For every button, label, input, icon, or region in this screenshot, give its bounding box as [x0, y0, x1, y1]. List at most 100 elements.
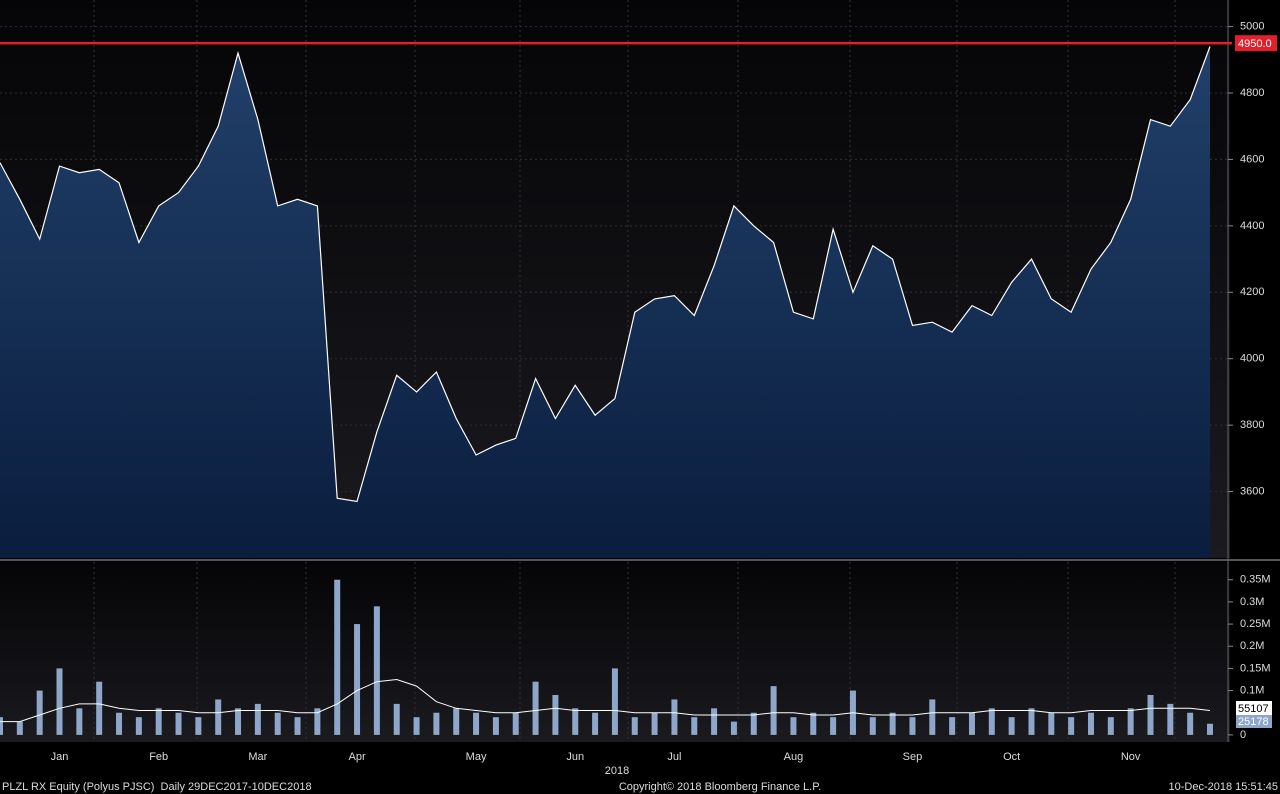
volume-bar: [711, 708, 718, 735]
x-tick-label: Nov: [1121, 751, 1141, 763]
volume-bar: [909, 717, 916, 735]
volume-bar: [1068, 717, 1075, 735]
volume-bar: [56, 668, 63, 735]
volume-bar: [770, 686, 777, 735]
volume-bar: [334, 579, 341, 735]
volume-bar: [76, 708, 83, 735]
volume-bar: [869, 717, 876, 735]
volume-bar: [413, 717, 420, 735]
x-tick-label: Aug: [784, 751, 804, 763]
last-value-label: 25178: [1238, 716, 1269, 728]
volume-bar: [215, 699, 222, 735]
volume-bar: [671, 699, 678, 735]
volume-bar: [1167, 703, 1174, 735]
volume-bar: [651, 712, 658, 735]
volume-bar: [314, 708, 321, 735]
y-tick-label: 0.25M: [1240, 618, 1271, 630]
price-area: [0, 46, 1210, 558]
last-value-label: 55107: [1238, 703, 1269, 715]
volume-bar: [691, 717, 698, 735]
footer-right: 10-Dec-2018 15:51:45: [1169, 781, 1278, 793]
x-tick-label: Mar: [248, 751, 267, 763]
volume-bar: [552, 695, 559, 735]
volume-bar: [988, 708, 995, 735]
y-tick-label: 0.1M: [1240, 684, 1264, 696]
volume-bar: [1187, 712, 1194, 735]
volume-bar: [116, 712, 123, 735]
volume-bar: [373, 606, 380, 735]
footer-center: Copyright© 2018 Bloomberg Finance L.P.: [619, 781, 821, 793]
y-tick-label: 0.2M: [1240, 640, 1264, 652]
volume-bar: [1147, 695, 1154, 735]
y-tick-label: 4800: [1240, 87, 1264, 99]
x-tick-label: Jan: [51, 751, 69, 763]
x-tick-label: Apr: [348, 751, 365, 763]
volume-bar: [1087, 712, 1094, 735]
price-line: [0, 46, 1211, 503]
volume-bar: [631, 717, 638, 735]
volume-bar: [235, 708, 242, 735]
x-tick-label: Jun: [566, 751, 584, 763]
volume-bar: [354, 624, 361, 735]
volume-bar: [1048, 712, 1055, 735]
x-axis-label: 2018: [605, 765, 629, 777]
y-tick-label: 0.35M: [1240, 574, 1271, 586]
volume-bar: [294, 717, 301, 735]
volume-bar: [532, 681, 539, 735]
x-tick-label: Oct: [1003, 751, 1020, 763]
volume-bar: [949, 717, 956, 735]
reference-label-box: [1235, 35, 1277, 52]
volume-bar: [16, 721, 23, 735]
volume-bar: [790, 717, 797, 735]
x-tick-label: Sep: [903, 751, 923, 763]
volume-bar: [433, 712, 440, 735]
volume-bar: [1127, 708, 1134, 735]
volume-bar: [195, 717, 202, 735]
volume-bar: [929, 699, 936, 735]
y-tick-label: 0: [1240, 729, 1246, 741]
y-tick-label: 0.15M: [1240, 662, 1271, 674]
volume-bar: [453, 708, 460, 735]
volume-bar: [611, 668, 618, 735]
volume-bar: [274, 712, 281, 735]
y-tick-label: 0.3M: [1240, 596, 1264, 608]
volume-bar: [968, 712, 975, 735]
volume-bar: [473, 712, 480, 735]
volume-bar: [1107, 717, 1114, 735]
reference-label: 4950.0: [1238, 38, 1272, 50]
volume-bar: [36, 690, 43, 735]
volume-bar: [96, 681, 103, 735]
y-tick-label: 3600: [1240, 485, 1264, 497]
y-tick-label: 5000: [1240, 20, 1264, 32]
volume-bar: [512, 712, 519, 735]
volume-bar: [1207, 723, 1213, 735]
x-tick-label: Jul: [667, 751, 681, 763]
volume-bar: [750, 712, 757, 735]
volume-bar: [810, 712, 817, 735]
volume-bar: [889, 712, 896, 735]
moving-average-line: [0, 678, 1211, 723]
volume-bar: [592, 712, 599, 735]
x-tick-label: May: [466, 751, 487, 763]
volume-bar: [830, 717, 837, 735]
volume-bar: [254, 703, 261, 735]
volume-bar: [393, 703, 400, 735]
x-tick-label: Feb: [149, 751, 168, 763]
volume-bar: [1028, 708, 1035, 735]
y-tick-label: 3800: [1240, 419, 1264, 431]
y-tick-label: 4000: [1240, 353, 1264, 365]
last-value-box: [1236, 701, 1272, 715]
y-tick-label: 4400: [1240, 220, 1264, 232]
volume-bar: [155, 708, 162, 735]
volume-bar: [0, 717, 3, 735]
y-tick-label: 4200: [1240, 286, 1264, 298]
volume-bar: [1008, 717, 1015, 735]
volume-bar: [572, 708, 579, 735]
last-value-box: [1236, 714, 1272, 728]
footer-left: PLZL RX Equity (Polyus PJSC) Daily 29DEC…: [2, 781, 312, 793]
volume-bar: [135, 717, 142, 735]
y-tick-label: 4600: [1240, 153, 1264, 165]
volume-bar: [730, 721, 737, 735]
